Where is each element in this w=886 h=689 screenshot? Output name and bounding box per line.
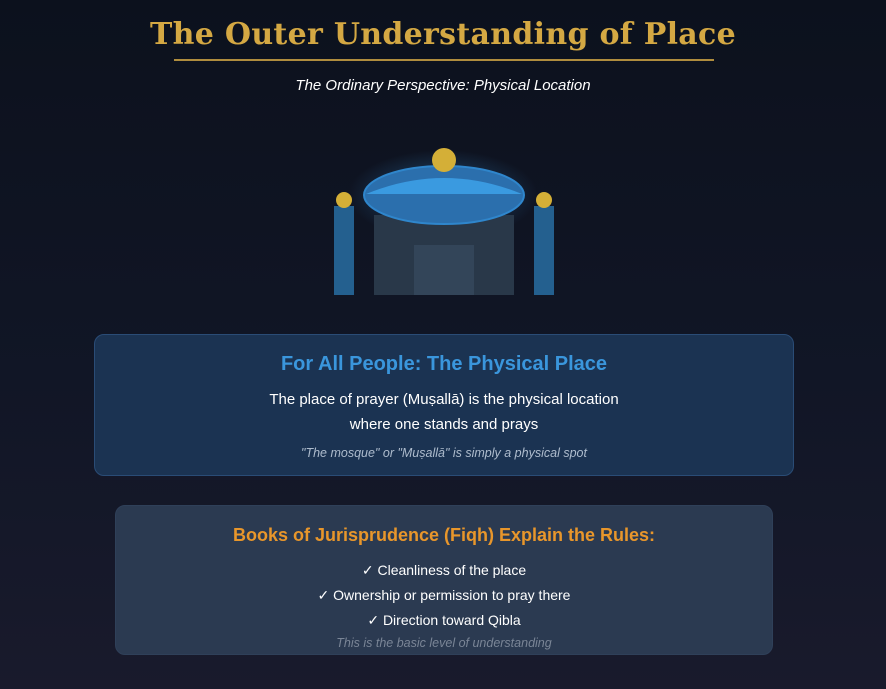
page-title: The Outer Understanding of Place <box>150 17 736 52</box>
mosque-icon <box>334 148 554 295</box>
fiqh-rules-note: This is the basic level of understanding <box>336 636 552 650</box>
left-minaret <box>334 206 354 295</box>
physical-place-note: "The mosque" or "Muṣallā" is simply a ph… <box>301 446 587 460</box>
physical-place-line-2: where one stands and prays <box>349 416 539 433</box>
page-subtitle: The Ordinary Perspective: Physical Locat… <box>295 77 591 94</box>
dome-finial <box>432 148 456 172</box>
mosque-dome <box>363 165 525 225</box>
physical-place-card: For All People: The Physical Place The p… <box>94 334 794 476</box>
left-minaret-finial <box>336 192 352 208</box>
list-item: ✓ Cleanliness of the place <box>361 562 527 578</box>
physical-place-title: For All People: The Physical Place <box>280 353 608 375</box>
title-underline <box>174 59 714 61</box>
fiqh-rules-title: Books of Jurisprudence (Fiqh) Explain th… <box>232 525 656 545</box>
dome-highlight <box>366 178 522 194</box>
right-minaret-finial <box>536 192 552 208</box>
list-item: ✓ Direction toward Qibla <box>367 612 521 628</box>
physical-place-line-1: The place of prayer (Muṣallā) is the phy… <box>269 391 619 408</box>
mosque-door <box>414 245 474 295</box>
fiqh-rules-list: ✓ Cleanliness of the place ✓ Ownership o… <box>116 558 772 633</box>
list-item: ✓ Ownership or permission to pray there <box>317 587 571 603</box>
physical-place-description: The place of prayer (Muṣallā) is the phy… <box>95 387 793 437</box>
fiqh-rules-card: Books of Jurisprudence (Fiqh) Explain th… <box>115 505 773 655</box>
right-minaret <box>534 206 554 295</box>
